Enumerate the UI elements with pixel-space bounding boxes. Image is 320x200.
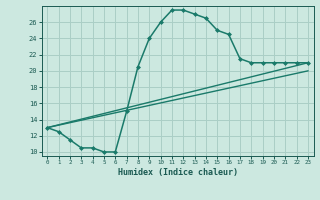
- X-axis label: Humidex (Indice chaleur): Humidex (Indice chaleur): [118, 168, 237, 177]
